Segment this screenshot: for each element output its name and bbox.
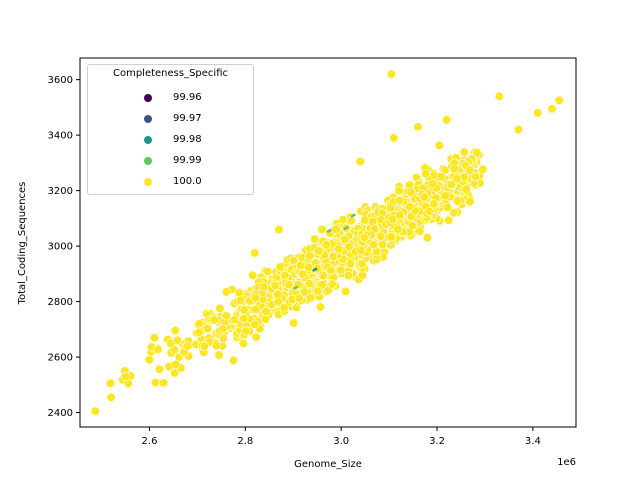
legend-label: 99.99 <box>173 155 202 166</box>
legend-label: 99.98 <box>173 134 202 145</box>
legend-label: 99.96 <box>173 92 202 103</box>
legend-marker-icon <box>144 115 152 123</box>
y-axis-label: Total_Coding_Sequences <box>17 182 28 306</box>
y-tick-label: 2800 <box>48 297 73 308</box>
legend-marker-icon <box>144 136 152 144</box>
y-tick-label: 3200 <box>48 186 73 197</box>
legend-label: 100.0 <box>173 176 202 187</box>
y-tick-label: 3000 <box>48 242 73 253</box>
x-axis-ticks: 2.6 2.8 3.0 3.2 3.4 <box>142 427 541 447</box>
legend-item-99-98: 99.98 <box>88 131 253 151</box>
legend-label: 99.97 <box>173 113 202 124</box>
legend-marker-icon <box>144 94 152 102</box>
y-axis-ticks: 2400 2600 2800 3000 3200 3400 3600 <box>48 75 80 419</box>
legend-marker-icon <box>144 157 152 165</box>
legend-item-100-0: 100.0 <box>88 173 253 193</box>
x-axis-label: Genome_Size <box>294 459 362 470</box>
plot-frame <box>79 57 577 428</box>
highlight-points <box>292 213 356 290</box>
y-tick-label: 2600 <box>48 353 73 364</box>
y-tick-label: 3600 <box>48 75 73 86</box>
y-tick-label: 2400 <box>48 408 73 419</box>
x-tick-label: 2.6 <box>142 436 158 447</box>
x-tick-label: 2.8 <box>237 436 253 447</box>
legend: Completeness_Specific 99.96 99.97 99.98 … <box>87 64 254 195</box>
legend-title: Completeness_Specific <box>112 68 229 79</box>
x-tick-label: 3.0 <box>333 436 349 447</box>
x-tick-label: 3.4 <box>525 436 541 447</box>
legend-item-99-96: 99.96 <box>88 89 253 109</box>
legend-item-99-97: 99.97 <box>88 110 253 130</box>
legend-item-99-99: 99.99 <box>88 152 253 172</box>
data-points <box>90 69 564 416</box>
y-tick-label: 3400 <box>48 131 73 142</box>
x-tick-label: 3.2 <box>429 436 445 447</box>
legend-marker-icon <box>144 178 152 186</box>
x-axis-offset-label: 1e6 <box>557 457 576 468</box>
